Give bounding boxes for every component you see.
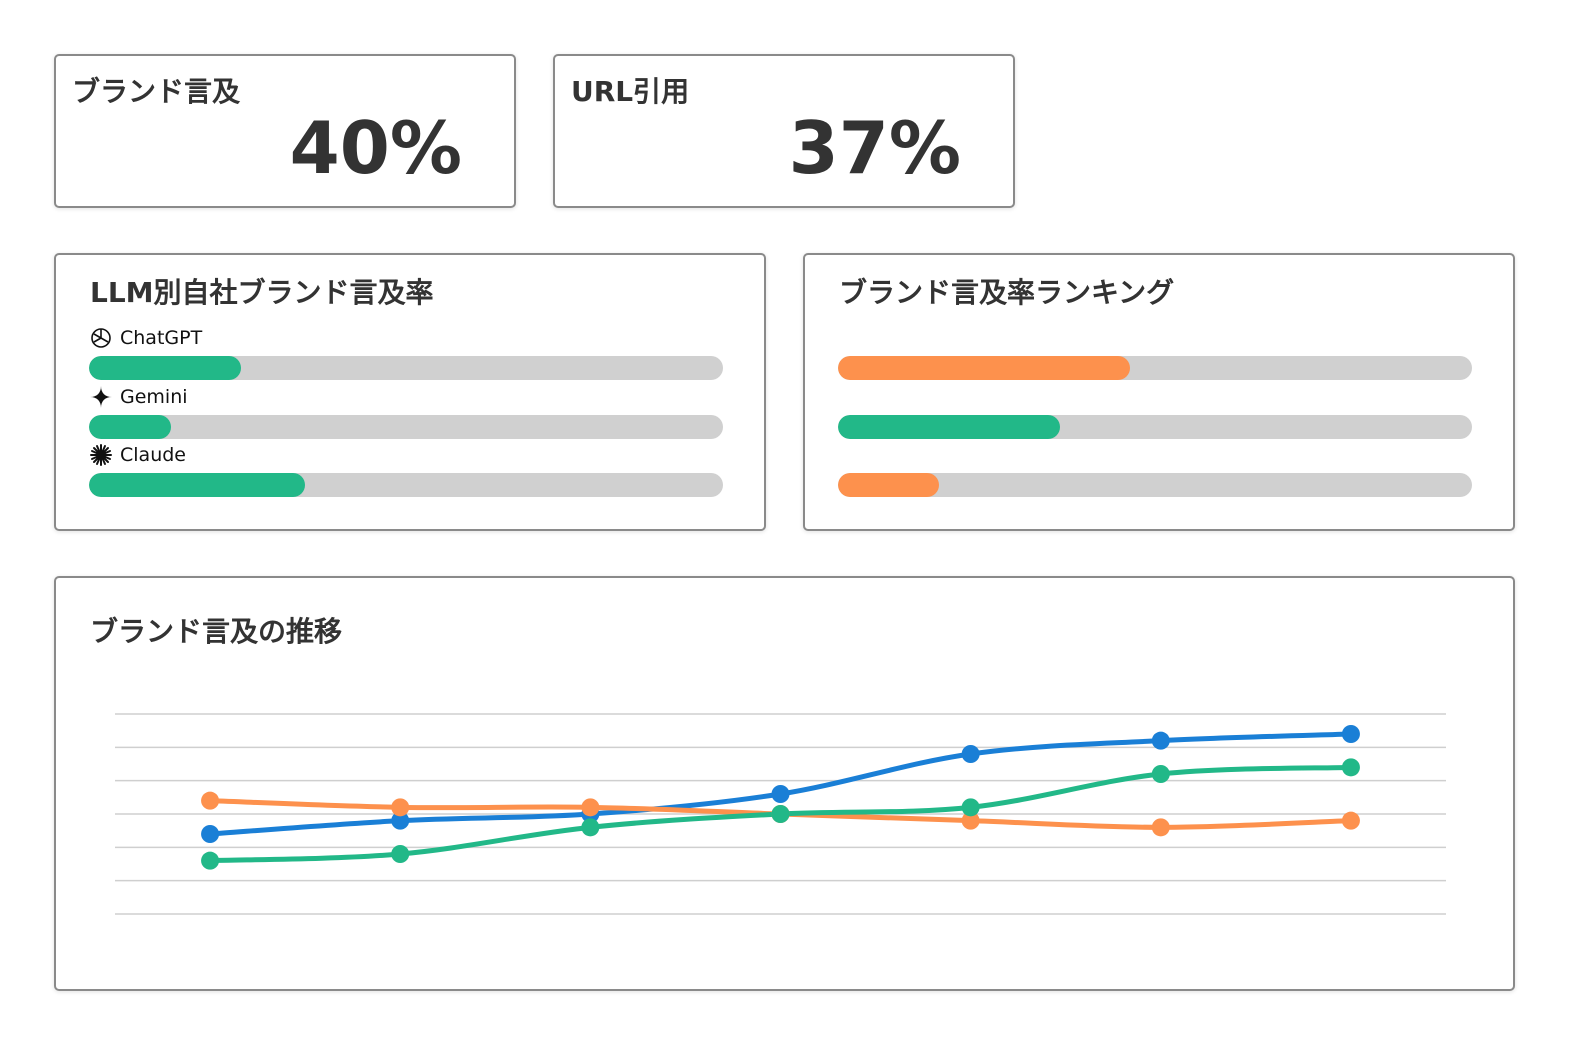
kpi-card: ブランド言及 40% xyxy=(54,54,516,208)
llm-icon xyxy=(89,385,113,409)
kpi-card: URL引用 37% xyxy=(553,54,1015,208)
bar-track xyxy=(89,473,723,497)
bar xyxy=(838,415,1060,439)
llm-name: Claude xyxy=(120,444,186,466)
bar xyxy=(89,356,242,380)
trend-card: ブランド言及の推移 xyxy=(54,576,1515,991)
kpi-value: 37% xyxy=(788,106,961,190)
bar-track xyxy=(838,356,1472,380)
bar xyxy=(89,415,172,439)
llm-icon xyxy=(89,326,113,350)
bar-label: Claude xyxy=(89,443,186,467)
llm-icon xyxy=(89,443,113,467)
kpi-value: 40% xyxy=(289,106,462,190)
bar-track xyxy=(89,415,723,439)
bar-label: ChatGPT xyxy=(89,326,202,350)
bar-track xyxy=(838,473,1472,497)
kpi-label: URL引用 xyxy=(571,75,690,108)
llm-name: Gemini xyxy=(120,386,188,408)
llm-card: LLM別自社ブランド言及率 ChatGPT Gemini Claude xyxy=(54,253,766,531)
bar xyxy=(838,473,940,497)
ranking-card: ブランド言及率ランキング xyxy=(803,253,1515,531)
kpi-label: ブランド言及 xyxy=(72,75,241,108)
bar xyxy=(838,356,1130,380)
bar xyxy=(89,473,305,497)
bar-track xyxy=(89,356,723,380)
bar-label: Gemini xyxy=(89,385,188,409)
bar-track xyxy=(838,415,1472,439)
card-title: LLM別自社ブランド言及率 xyxy=(90,276,434,309)
card-title: ブランド言及率ランキング xyxy=(839,276,1175,309)
llm-name: ChatGPT xyxy=(120,327,203,349)
card-title: ブランド言及の推移 xyxy=(90,615,343,648)
